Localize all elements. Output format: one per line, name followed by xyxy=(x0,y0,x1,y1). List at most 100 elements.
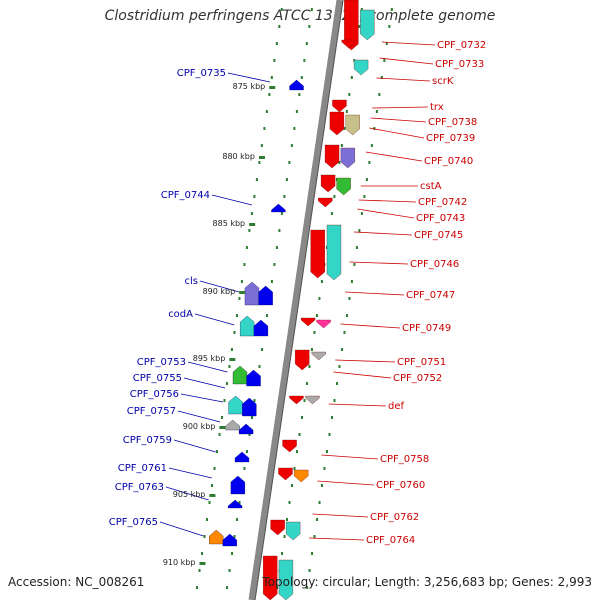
reverse-gene-arrow xyxy=(282,439,297,453)
reverse-gene-arrow xyxy=(285,521,301,541)
track-dot xyxy=(268,93,271,96)
reverse-gene-label: cstA xyxy=(420,181,442,192)
track-dot xyxy=(365,178,368,181)
track-dot xyxy=(260,348,263,351)
track-dot xyxy=(338,365,341,368)
reverse-label-leader xyxy=(321,454,379,460)
scale-tick-mark xyxy=(209,494,216,497)
forward-gene-arrow xyxy=(209,529,224,545)
track-dot xyxy=(311,552,314,555)
track-dot xyxy=(318,501,321,504)
track-dot xyxy=(355,246,358,249)
reverse-gene-label: CPF_0742 xyxy=(418,197,467,208)
track-dot xyxy=(298,433,301,436)
track-dot xyxy=(203,535,206,538)
track-dot xyxy=(260,144,263,147)
track-dot xyxy=(295,110,298,113)
reverse-label-leader xyxy=(365,151,423,162)
track-dot xyxy=(350,280,353,283)
track-dot xyxy=(333,399,336,402)
track-dot xyxy=(373,127,376,130)
track-dot xyxy=(306,586,309,589)
reverse-gene-label: CPF_0752 xyxy=(393,373,442,384)
track-dot xyxy=(343,127,346,130)
reverse-gene-arrow xyxy=(263,555,278,600)
forward-strand-genes xyxy=(209,79,304,547)
track-dot xyxy=(313,331,316,334)
forward-gene-label: CPF_0756 xyxy=(130,389,179,400)
track-dot xyxy=(323,467,326,470)
reverse-gene-label: CPF_0739 xyxy=(426,133,475,144)
forward-gene-label: CPF_0763 xyxy=(115,482,164,493)
track-dot xyxy=(245,246,248,249)
track-dot xyxy=(213,467,216,470)
forward-label-leader xyxy=(199,280,240,293)
reverse-gene-arrow xyxy=(326,224,342,281)
track-dot xyxy=(363,195,366,198)
reverse-label-leader xyxy=(370,117,427,123)
track-dot xyxy=(253,195,256,198)
scale-tick-mark xyxy=(219,426,226,429)
track-dot xyxy=(335,382,338,385)
forward-label-leader xyxy=(194,313,235,326)
genome-summary-text: Topology: circular; Length: 3,256,683 bp… xyxy=(262,575,592,589)
forward-label-leader xyxy=(180,393,224,403)
track-dot xyxy=(296,450,298,453)
reverse-label-leader xyxy=(340,323,401,329)
track-dot xyxy=(368,161,371,164)
track-dot xyxy=(300,76,303,79)
forward-gene-arrow xyxy=(232,365,248,385)
track-dot xyxy=(278,25,281,28)
reverse-label-leader xyxy=(376,77,431,82)
forward-gene-label: CPF_0744 xyxy=(161,190,210,201)
scale-tick-label: 890 kbp xyxy=(203,287,236,296)
track-dot xyxy=(235,314,238,317)
track-dot xyxy=(240,280,243,283)
scale-tick-label: 895 kbp xyxy=(193,354,226,363)
track-dot xyxy=(198,569,201,572)
reverse-gene-arrow xyxy=(300,317,316,327)
track-dot xyxy=(370,144,373,147)
reverse-label-leader xyxy=(333,371,392,379)
track-dot xyxy=(275,42,278,45)
track-dot xyxy=(343,331,346,334)
forward-label-leader xyxy=(165,486,209,501)
track-dot xyxy=(305,42,308,45)
track-dot xyxy=(360,8,363,11)
scale-tick-mark xyxy=(258,156,265,159)
scale-tick-mark xyxy=(199,562,206,565)
forward-gene-arrow xyxy=(228,395,243,415)
reverse-gene-label: CPF_0738 xyxy=(428,117,477,128)
track-dot xyxy=(358,229,361,232)
forward-gene-arrow xyxy=(222,533,237,547)
track-dot xyxy=(201,552,204,555)
track-dot xyxy=(226,586,229,589)
forward-gene-label: CPF_0765 xyxy=(109,517,158,528)
track-dot xyxy=(330,212,333,215)
track-dot xyxy=(243,263,246,266)
track-dot xyxy=(328,433,331,436)
track-dot xyxy=(358,25,361,28)
reverse-label-leader xyxy=(345,291,405,296)
track-dot xyxy=(305,382,308,385)
forward-gene-arrow xyxy=(258,285,273,306)
track-dot xyxy=(270,76,273,79)
forward-gene-arrow xyxy=(271,203,286,213)
track-dot xyxy=(270,280,273,283)
reverse-gene-arrow xyxy=(289,395,304,405)
track-dot xyxy=(263,127,266,130)
forward-gene-arrow xyxy=(227,499,243,509)
reverse-gene-arrow xyxy=(320,174,336,193)
map-title: Clostridium perfringens ATCC 13124, comp… xyxy=(104,8,496,24)
scale-tick-label: 905 kbp xyxy=(173,490,206,499)
track-dot xyxy=(238,297,241,300)
forward-gene-label: CPF_0755 xyxy=(133,373,182,384)
reverse-gene-arrow xyxy=(324,144,340,169)
reverse-gene-arrow xyxy=(316,319,331,329)
reverse-label-leader xyxy=(328,403,387,407)
scale-tick-label: 900 kbp xyxy=(183,422,216,431)
reverse-gene-arrow xyxy=(336,177,351,196)
scale-tick-label: 910 kbp xyxy=(163,558,196,567)
track-dot xyxy=(246,450,248,453)
reverse-gene-label: CPF_0764 xyxy=(366,535,415,546)
